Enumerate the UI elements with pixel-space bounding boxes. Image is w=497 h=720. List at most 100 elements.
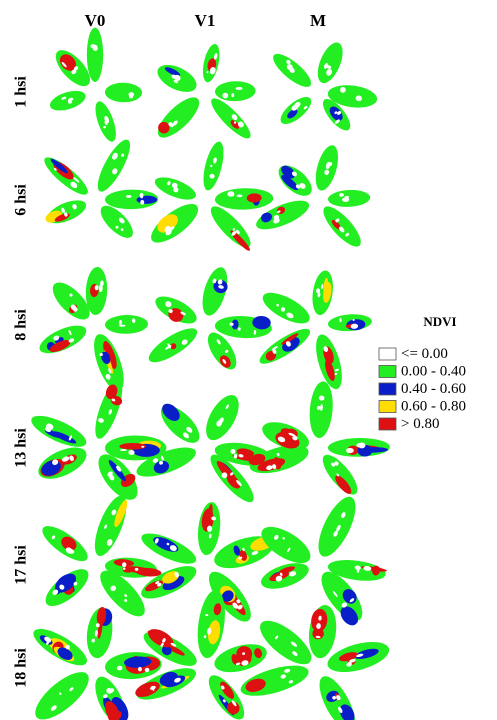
leaf (276, 92, 315, 129)
leaf (198, 264, 233, 318)
leaf (215, 81, 256, 102)
leaf-gap (141, 446, 144, 448)
leaf-blade (198, 264, 232, 318)
legend-swatch (379, 418, 396, 430)
legend-label: <= 0.00 (401, 346, 448, 362)
leaf (40, 152, 93, 200)
leaf-blade (105, 315, 148, 335)
leaf-blade (155, 399, 206, 449)
leaf-blade (92, 136, 136, 196)
leaf (36, 320, 90, 359)
leaf (269, 49, 316, 92)
leaf (313, 671, 363, 720)
leaf (195, 501, 222, 556)
leaf-blade (253, 613, 318, 672)
leaf (310, 269, 336, 316)
row-label: 6 hsi (13, 184, 30, 216)
leaf (91, 99, 120, 144)
leaf (311, 492, 363, 562)
leaf-blade (87, 28, 103, 82)
leaf (215, 187, 274, 210)
leaf (152, 91, 205, 143)
leaf (306, 603, 339, 659)
leaf (200, 42, 223, 83)
row-label: 17 hsi (13, 545, 30, 585)
leaf (88, 330, 130, 394)
leaf (328, 189, 371, 208)
leaf (253, 613, 318, 672)
plant (255, 269, 372, 392)
legend-swatch (379, 383, 396, 395)
leaf (199, 390, 245, 446)
leaf-blade (48, 87, 88, 114)
leaf (324, 636, 392, 678)
leaf (273, 160, 317, 202)
leaf (29, 622, 92, 672)
plant (40, 136, 159, 243)
leaf-blade (28, 664, 96, 720)
legend-label: 0.40 - 0.60 (401, 381, 466, 397)
legend-label: 0.60 - 0.80 (401, 398, 466, 414)
leaf (34, 441, 91, 485)
leaf (104, 650, 162, 680)
leaf (151, 291, 201, 330)
leaf-blade (310, 269, 336, 316)
leaf (145, 197, 204, 249)
leaf (318, 201, 366, 252)
column-header: M (310, 11, 326, 30)
legend-swatch (379, 348, 396, 360)
legend-title: NDVI (423, 314, 456, 329)
leaf (42, 196, 89, 229)
row-label: 13 hsi (13, 428, 30, 468)
legend: NDVI<= 0.000.00 - 0.400.40 - 0.600.60 - … (379, 314, 466, 432)
leaf (37, 520, 92, 567)
plant (36, 266, 148, 394)
plant (247, 380, 390, 499)
leaf (89, 672, 132, 720)
leaf (88, 492, 132, 560)
leaf (311, 332, 347, 392)
leaf-gap (91, 44, 96, 48)
leaf-blade (215, 187, 274, 210)
leaf-blade (328, 189, 371, 208)
leaf-blade (318, 201, 366, 252)
leaf (105, 82, 142, 102)
leaf (87, 28, 103, 82)
leaf (28, 664, 96, 720)
leaf-blade (27, 410, 90, 453)
plant (269, 39, 379, 135)
leaf (206, 94, 255, 143)
plant (152, 42, 256, 143)
leaf (203, 670, 251, 720)
leaf (258, 558, 312, 594)
leaf (105, 189, 159, 209)
figure: V0V1M1 hsi6 hsi8 hsi13 hsi17 hsi18 hsi N… (0, 0, 497, 720)
plant (144, 264, 272, 374)
leaf (153, 59, 201, 97)
leaf (311, 143, 342, 193)
plant (145, 140, 273, 255)
plant (28, 605, 162, 720)
leaf (27, 410, 90, 453)
leaf (211, 639, 270, 677)
leaf (152, 173, 199, 204)
leaf-gap (128, 450, 134, 455)
leaf-blade (44, 196, 89, 228)
leaf (308, 380, 335, 439)
plant (37, 492, 162, 623)
leaf (39, 562, 94, 612)
plant-grid (27, 28, 392, 720)
row-label: 18 hsi (13, 648, 30, 688)
row-label: 1 hsi (13, 76, 30, 108)
leaf (214, 313, 272, 339)
leaf-blade (152, 91, 205, 143)
plant (48, 28, 143, 145)
leaf (144, 322, 201, 368)
legend-label: > 0.80 (401, 416, 439, 432)
leaf (105, 315, 148, 335)
leaf-blade (199, 140, 227, 193)
row-label: 8 hsi (13, 309, 30, 341)
leaf (92, 136, 136, 196)
leaf-blade (206, 94, 255, 143)
leaf (313, 39, 348, 87)
